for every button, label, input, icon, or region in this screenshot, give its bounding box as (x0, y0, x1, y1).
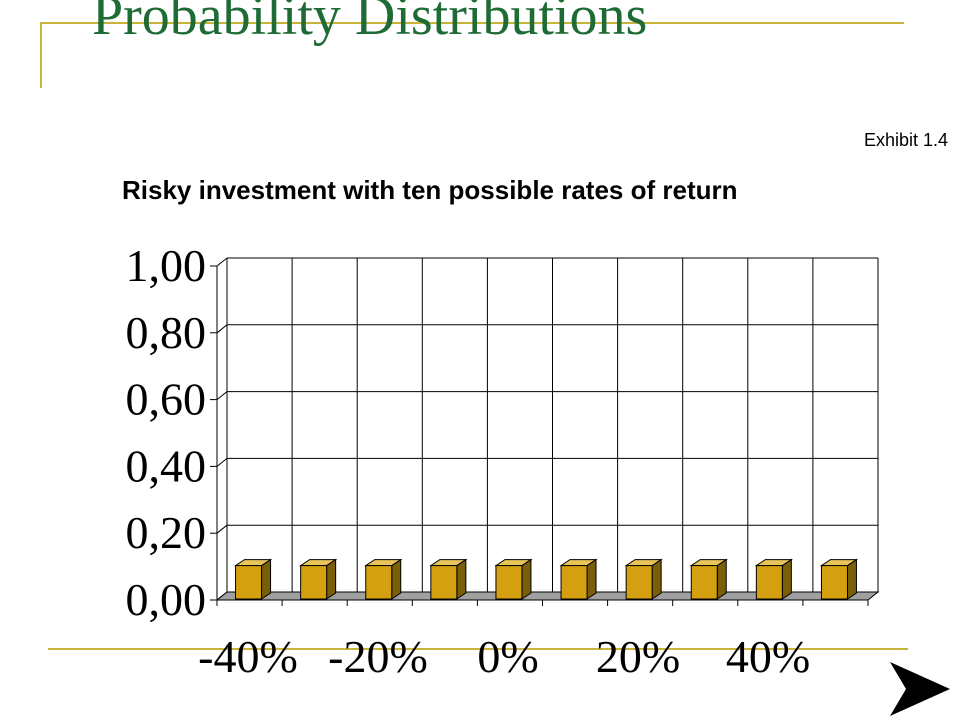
bar-front-face (430, 565, 458, 600)
bar (819, 558, 859, 600)
bar (754, 558, 794, 600)
bar-side-face (651, 558, 662, 600)
bar-side-face (326, 558, 337, 600)
x-tick-label: 0% (477, 631, 538, 682)
chart-grid (210, 257, 879, 601)
bar (298, 558, 338, 600)
bar-side-face (521, 558, 532, 600)
gridline-wall-diagonal (216, 324, 228, 334)
bar-front-face (365, 565, 393, 600)
bar (494, 558, 533, 600)
y-tick-label: 0,00 (126, 574, 207, 625)
bar-front-face (300, 565, 328, 600)
top-rule (40, 22, 904, 24)
x-tick-label: -20% (328, 631, 428, 682)
bar-side-face (716, 558, 727, 600)
bar-front-face (820, 565, 848, 600)
bar (429, 558, 468, 600)
bar (364, 558, 403, 600)
bar-side-face (456, 558, 467, 600)
bar-front-face (495, 565, 523, 600)
bottom-rule (48, 648, 908, 650)
exhibit-label: Exhibit 1.4 (863, 130, 948, 150)
bar-side-face (261, 558, 272, 600)
x-tick-label: -40% (198, 631, 298, 682)
bar-front-face (690, 565, 718, 600)
next-slide-arrow-icon[interactable] (888, 660, 952, 718)
bar-side-face (846, 558, 857, 600)
bar-front-face (625, 565, 653, 600)
bar-front-face (560, 565, 588, 600)
chart-bars (233, 558, 859, 600)
bar (624, 558, 663, 600)
y-tick-label: 0,20 (126, 507, 207, 558)
left-rule (40, 22, 42, 88)
gridline-wall-diagonal (216, 524, 228, 534)
y-tick-label: 0,80 (126, 307, 207, 358)
y-axis-tick-labels: 0,00 0,20 0,40 0,60 0,80 1,00 (126, 240, 207, 625)
bar (559, 558, 598, 600)
bar-side-face (781, 558, 792, 600)
bar (233, 558, 273, 600)
y-tick-label: 1,00 (126, 240, 207, 291)
gridline-wall-diagonal (216, 391, 228, 400)
chart-subtitle: Risky investment with ten possible rates… (122, 175, 738, 205)
x-tick-label: 40% (726, 631, 810, 682)
y-tick-label: 0,60 (126, 374, 207, 425)
bar-side-face (391, 558, 402, 600)
x-tick-label: 20% (596, 631, 680, 682)
bar (689, 558, 728, 600)
gridline-wall-diagonal (216, 458, 228, 467)
y-tick-label: 0,40 (126, 440, 207, 491)
bar-side-face (586, 558, 597, 600)
gridline-wall-diagonal (216, 257, 228, 267)
bar-front-face (235, 565, 263, 600)
slide-title: Probability Distributions (92, 0, 648, 47)
x-axis-tick-labels: -40% -20% 0% 20% 40% (198, 631, 810, 682)
bar-front-face (755, 565, 783, 600)
